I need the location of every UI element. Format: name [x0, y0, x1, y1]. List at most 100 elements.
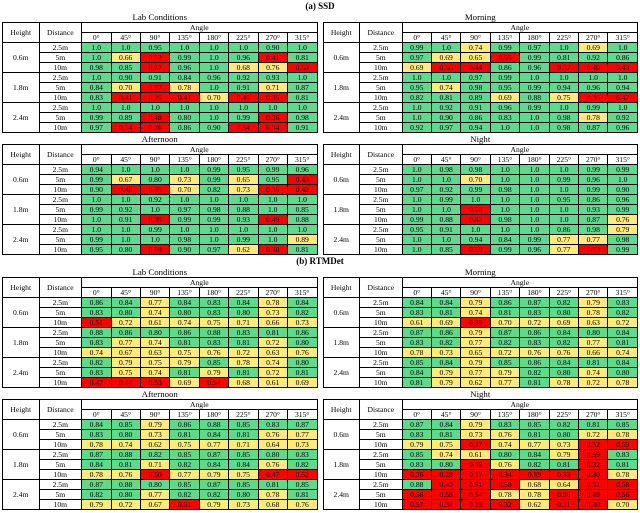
value-cell: 1.0 [430, 72, 462, 83]
row-header-distance: 10m [359, 347, 403, 358]
value-cell: 0.79 [169, 357, 200, 368]
value-cell: 0.83 [489, 112, 521, 123]
results-table-morning: Height Distance Angle 0° 45° 90° 135° 180° 225° 2… [322, 277, 639, 388]
value-cell: 0.92 [578, 52, 609, 63]
value-cell: 0.85 [430, 244, 462, 255]
value-cell: 0.88 [401, 479, 433, 490]
value-cell: 0.82 [139, 449, 171, 460]
value-cell: 1.0 [198, 112, 230, 123]
value-cell: 0.81 [110, 459, 141, 470]
value-cell: 0.83 [519, 307, 550, 318]
value-cell: 0.72 [257, 367, 288, 378]
value-cell: 0.39 [460, 317, 491, 328]
col-header-angle-2: 90° [139, 287, 171, 298]
value-cell: 0.84 [430, 357, 462, 368]
value-cell: 0.73 [228, 499, 259, 510]
value-cell: 0.99 [81, 174, 112, 185]
value-cell: 0.85 [401, 357, 433, 368]
row-header-distance: 10m [359, 92, 403, 103]
value-cell: 0.70 [607, 499, 638, 510]
table-title-lab-conditions: Lab Conditions [132, 267, 188, 277]
value-cell: 0.50 [286, 62, 318, 73]
value-cell: 0.68 [228, 62, 259, 73]
value-cell: 0.65 [460, 347, 491, 358]
value-cell: 0.75 [430, 439, 462, 450]
value-cell: 0.35 [578, 92, 609, 103]
row-header-distance: 10m [38, 469, 83, 480]
value-cell: 0.79 [401, 439, 433, 450]
row-header-distance: 2.5m [38, 419, 83, 430]
row-header-distance: 5m [359, 52, 403, 63]
value-cell: 0.98 [548, 112, 580, 123]
results-table-night: Height Distance Angle 0° 45° 90° 135° 180° 225° 2… [322, 144, 639, 255]
value-cell: 0.81 [286, 489, 318, 500]
value-cell: 1.0 [286, 102, 318, 113]
value-cell: 1.0 [401, 234, 433, 245]
value-cell: 0.82 [81, 357, 112, 368]
row-header-distance: 5m [38, 367, 83, 378]
value-cell: 0.35 [257, 184, 288, 195]
value-cell: 0.81 [430, 92, 462, 103]
value-cell: 0.80 [607, 367, 638, 378]
value-cell: 0.73 [286, 317, 318, 328]
value-cell: 0.51 [460, 479, 491, 490]
value-cell: 0.95 [401, 82, 433, 93]
value-cell: 0.99 [139, 224, 171, 235]
value-cell: 0.85 [110, 419, 141, 430]
value-cell: 0.91 [430, 224, 462, 235]
value-cell: 0.90 [430, 112, 462, 123]
value-cell: 0.37 [460, 469, 491, 480]
caption-a: (a) SSD [305, 1, 335, 11]
value-cell: 0.77 [198, 439, 230, 450]
value-cell: 0.70 [110, 82, 141, 93]
value-cell: 0.81 [607, 337, 638, 348]
value-cell: 0.81 [169, 337, 200, 348]
value-cell: 0.67 [110, 174, 141, 185]
value-cell: 0.78 [257, 297, 288, 308]
row-header-height: 2.4m [2, 102, 40, 133]
row-header-distance: 5m [38, 459, 83, 470]
value-cell: 0.85 [169, 449, 200, 460]
row-header-height: 1.8m [2, 194, 40, 225]
value-cell: 0.84 [548, 327, 580, 338]
value-cell: 0.74 [460, 42, 491, 53]
value-cell: 0.85 [489, 357, 521, 368]
row-header-distance: 10m [359, 122, 403, 133]
value-cell: 0.91 [460, 102, 491, 113]
value-cell: 0.72 [519, 317, 550, 328]
value-cell: 0.47 [81, 377, 112, 388]
table-title-lab-conditions: Lab Conditions [132, 12, 188, 22]
value-cell: 0.83 [81, 92, 112, 103]
value-cell: 0.56 [430, 62, 462, 73]
row-header-distance: 5m [38, 337, 83, 348]
value-cell: 0.86 [430, 327, 462, 338]
value-cell: 0.92 [430, 184, 462, 195]
value-cell: 0.96 [489, 102, 521, 113]
table-block-morning: Morning Height Distance Angle 0° 45° 90° 135° 18… [322, 12, 639, 133]
value-cell: 0.92 [607, 112, 638, 123]
value-cell: 0.78 [81, 439, 112, 450]
value-cell: 0.85 [607, 419, 638, 430]
value-cell: 0.80 [228, 489, 259, 500]
value-cell: 0.64 [548, 479, 580, 490]
table-block-night: Night Height Distance Angle 0° 45° 90° 135° 180°… [322, 389, 639, 510]
value-cell: 0.99 [228, 234, 259, 245]
row-header-distance: 10m [38, 244, 83, 255]
value-cell: 0.87 [286, 419, 318, 430]
value-cell: 0.61 [139, 317, 171, 328]
value-cell: 1.0 [228, 102, 259, 113]
row-header-distance: 5m [359, 112, 403, 123]
value-cell: 0.81 [286, 52, 318, 63]
value-cell: 0.86 [519, 327, 550, 338]
value-cell: 0.96 [607, 194, 638, 205]
col-header-height: Height [2, 22, 40, 43]
value-cell: 0.78 [578, 112, 609, 123]
value-cell: 0.62 [519, 499, 550, 510]
value-cell: 0.99 [519, 52, 550, 63]
col-header-angle-2: 90° [460, 287, 491, 298]
value-cell: 0.72 [110, 317, 141, 328]
value-cell: 1.0 [198, 102, 230, 113]
value-cell: 0.95 [228, 164, 259, 175]
table-block-morning: Morning Height Distance Angle 0° 45° 90° 135° 18… [322, 267, 639, 388]
value-cell: 1.0 [548, 184, 580, 195]
